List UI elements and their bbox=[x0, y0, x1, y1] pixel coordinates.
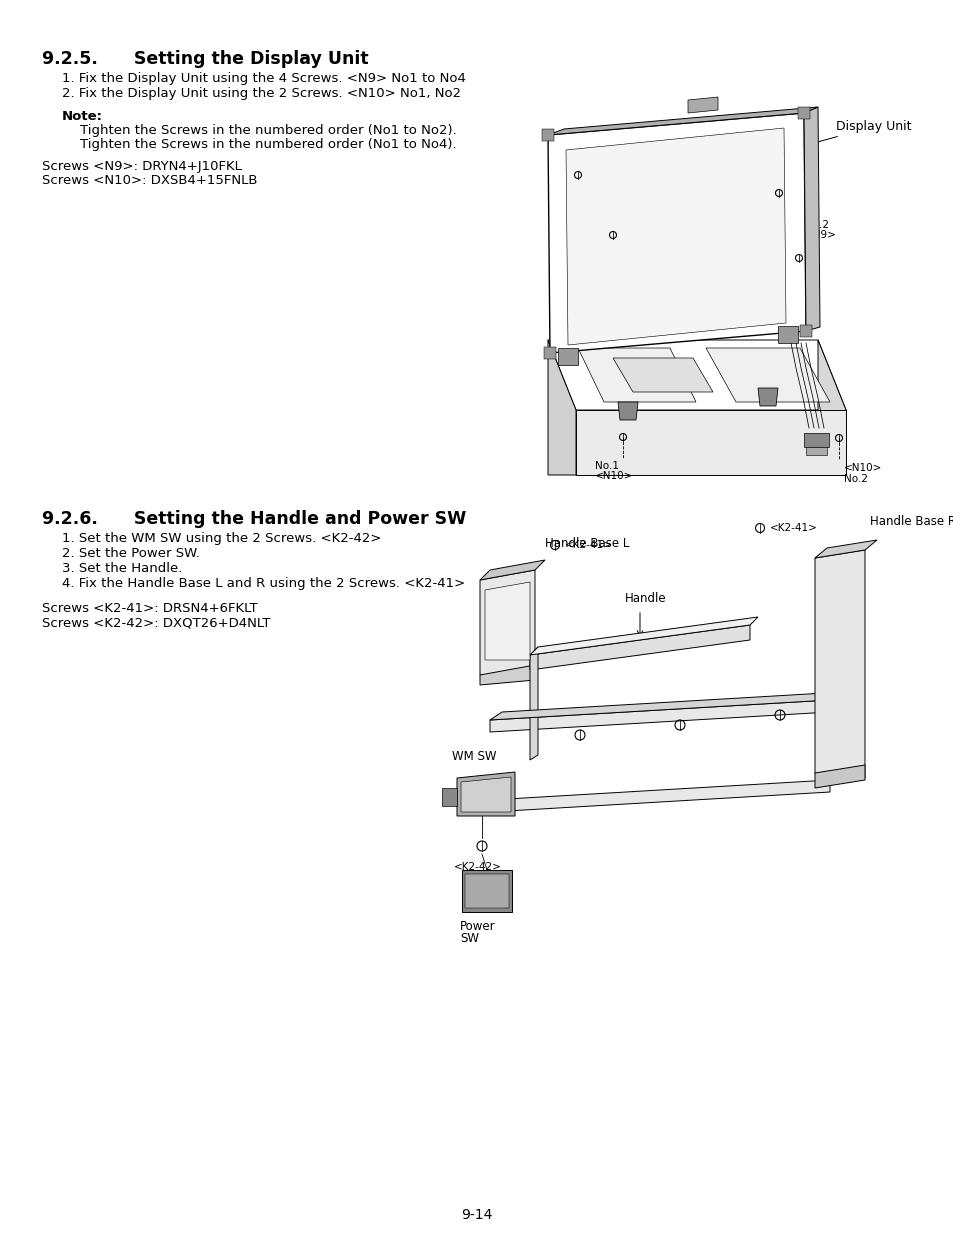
Polygon shape bbox=[814, 764, 864, 788]
Polygon shape bbox=[460, 777, 511, 811]
Text: Screws <N10>: DXSB4+15FNLB: Screws <N10>: DXSB4+15FNLB bbox=[42, 174, 257, 186]
Polygon shape bbox=[576, 410, 845, 475]
Text: <K2-41>: <K2-41> bbox=[769, 522, 817, 534]
Polygon shape bbox=[479, 571, 535, 676]
Polygon shape bbox=[464, 874, 509, 908]
Text: <N9>: <N9> bbox=[804, 230, 836, 240]
Polygon shape bbox=[547, 112, 805, 353]
Text: <N10>: <N10> bbox=[843, 463, 882, 473]
Polygon shape bbox=[758, 388, 778, 406]
Polygon shape bbox=[456, 772, 515, 816]
Text: Handle Base R: Handle Base R bbox=[869, 515, 953, 529]
Text: <N9>: <N9> bbox=[784, 165, 816, 175]
Text: 2. Set the Power SW.: 2. Set the Power SW. bbox=[62, 547, 200, 559]
Text: <N9>: <N9> bbox=[618, 207, 650, 217]
Text: 9.2.5.      Setting the Display Unit: 9.2.5. Setting the Display Unit bbox=[42, 49, 368, 68]
Text: Handle: Handle bbox=[624, 592, 666, 605]
Text: 3. Set the Handle.: 3. Set the Handle. bbox=[62, 562, 182, 576]
Polygon shape bbox=[803, 433, 828, 447]
Polygon shape bbox=[613, 358, 712, 391]
Text: <N10>: <N10> bbox=[595, 471, 633, 480]
Text: WM SW: WM SW bbox=[452, 750, 496, 763]
Text: <K2-42>: <K2-42> bbox=[454, 862, 501, 872]
Polygon shape bbox=[565, 128, 785, 345]
Text: Tighten the Screws in the numbered order (No1 to No2).: Tighten the Screws in the numbered order… bbox=[80, 124, 456, 137]
Text: Tighten the Screws in the numbered order (No1 to No4).: Tighten the Screws in the numbered order… bbox=[80, 138, 456, 151]
Text: Note:: Note: bbox=[62, 110, 103, 124]
Polygon shape bbox=[461, 869, 512, 911]
Text: No.1: No.1 bbox=[583, 137, 607, 147]
Polygon shape bbox=[547, 340, 576, 475]
Text: <N9>: <N9> bbox=[583, 147, 616, 157]
Polygon shape bbox=[484, 582, 530, 659]
Text: 2. Fix the Display Unit using the 2 Screws. <N10> No1, No2: 2. Fix the Display Unit using the 2 Scre… bbox=[62, 86, 460, 100]
Polygon shape bbox=[814, 550, 864, 778]
Polygon shape bbox=[530, 625, 749, 671]
Polygon shape bbox=[479, 559, 544, 580]
Polygon shape bbox=[547, 107, 817, 135]
Text: Power: Power bbox=[459, 920, 496, 932]
Text: No.1: No.1 bbox=[595, 461, 618, 471]
Text: Screws <N9>: DRYN4+J10FKL: Screws <N9>: DRYN4+J10FKL bbox=[42, 161, 242, 173]
Text: <K2-41>: <K2-41> bbox=[564, 540, 612, 550]
Polygon shape bbox=[705, 348, 829, 403]
Text: Screws <K2-41>: DRSN4+6FKLT: Screws <K2-41>: DRSN4+6FKLT bbox=[42, 601, 257, 615]
Polygon shape bbox=[441, 788, 456, 806]
Text: No.4: No.4 bbox=[618, 198, 642, 207]
Polygon shape bbox=[490, 692, 841, 720]
Polygon shape bbox=[803, 107, 820, 331]
Polygon shape bbox=[618, 403, 638, 420]
Text: 4. Fix the Handle Base L and R using the 2 Screws. <K2-41>: 4. Fix the Handle Base L and R using the… bbox=[62, 577, 465, 590]
Text: 1. Fix the Display Unit using the 4 Screws. <N9> No1 to No4: 1. Fix the Display Unit using the 4 Scre… bbox=[62, 72, 465, 85]
Text: No.3: No.3 bbox=[784, 156, 808, 165]
Polygon shape bbox=[578, 348, 696, 403]
Polygon shape bbox=[490, 781, 829, 811]
Text: 9.2.6.      Setting the Handle and Power SW: 9.2.6. Setting the Handle and Power SW bbox=[42, 510, 466, 529]
Bar bbox=[543, 347, 556, 359]
Polygon shape bbox=[490, 700, 829, 732]
Text: Handle Base L: Handle Base L bbox=[544, 537, 629, 550]
Text: No.2: No.2 bbox=[843, 474, 867, 484]
Polygon shape bbox=[558, 348, 578, 366]
Polygon shape bbox=[814, 540, 876, 558]
Text: Display Unit: Display Unit bbox=[816, 120, 910, 142]
Polygon shape bbox=[817, 340, 845, 475]
Polygon shape bbox=[805, 447, 826, 454]
Text: SW: SW bbox=[459, 932, 478, 945]
Text: Screws <K2-42>: DXQT26+D4NLT: Screws <K2-42>: DXQT26+D4NLT bbox=[42, 616, 270, 629]
Polygon shape bbox=[547, 340, 845, 410]
Polygon shape bbox=[778, 326, 797, 343]
Text: No.2: No.2 bbox=[804, 220, 828, 230]
Polygon shape bbox=[479, 664, 535, 685]
Polygon shape bbox=[530, 618, 758, 655]
Bar bbox=[797, 107, 809, 119]
Polygon shape bbox=[530, 647, 537, 760]
Bar bbox=[800, 325, 811, 337]
Text: 1. Set the WM SW using the 2 Screws. <K2-42>: 1. Set the WM SW using the 2 Screws. <K2… bbox=[62, 532, 381, 545]
Polygon shape bbox=[687, 98, 718, 112]
Bar bbox=[541, 128, 554, 141]
Text: 9-14: 9-14 bbox=[461, 1208, 492, 1221]
